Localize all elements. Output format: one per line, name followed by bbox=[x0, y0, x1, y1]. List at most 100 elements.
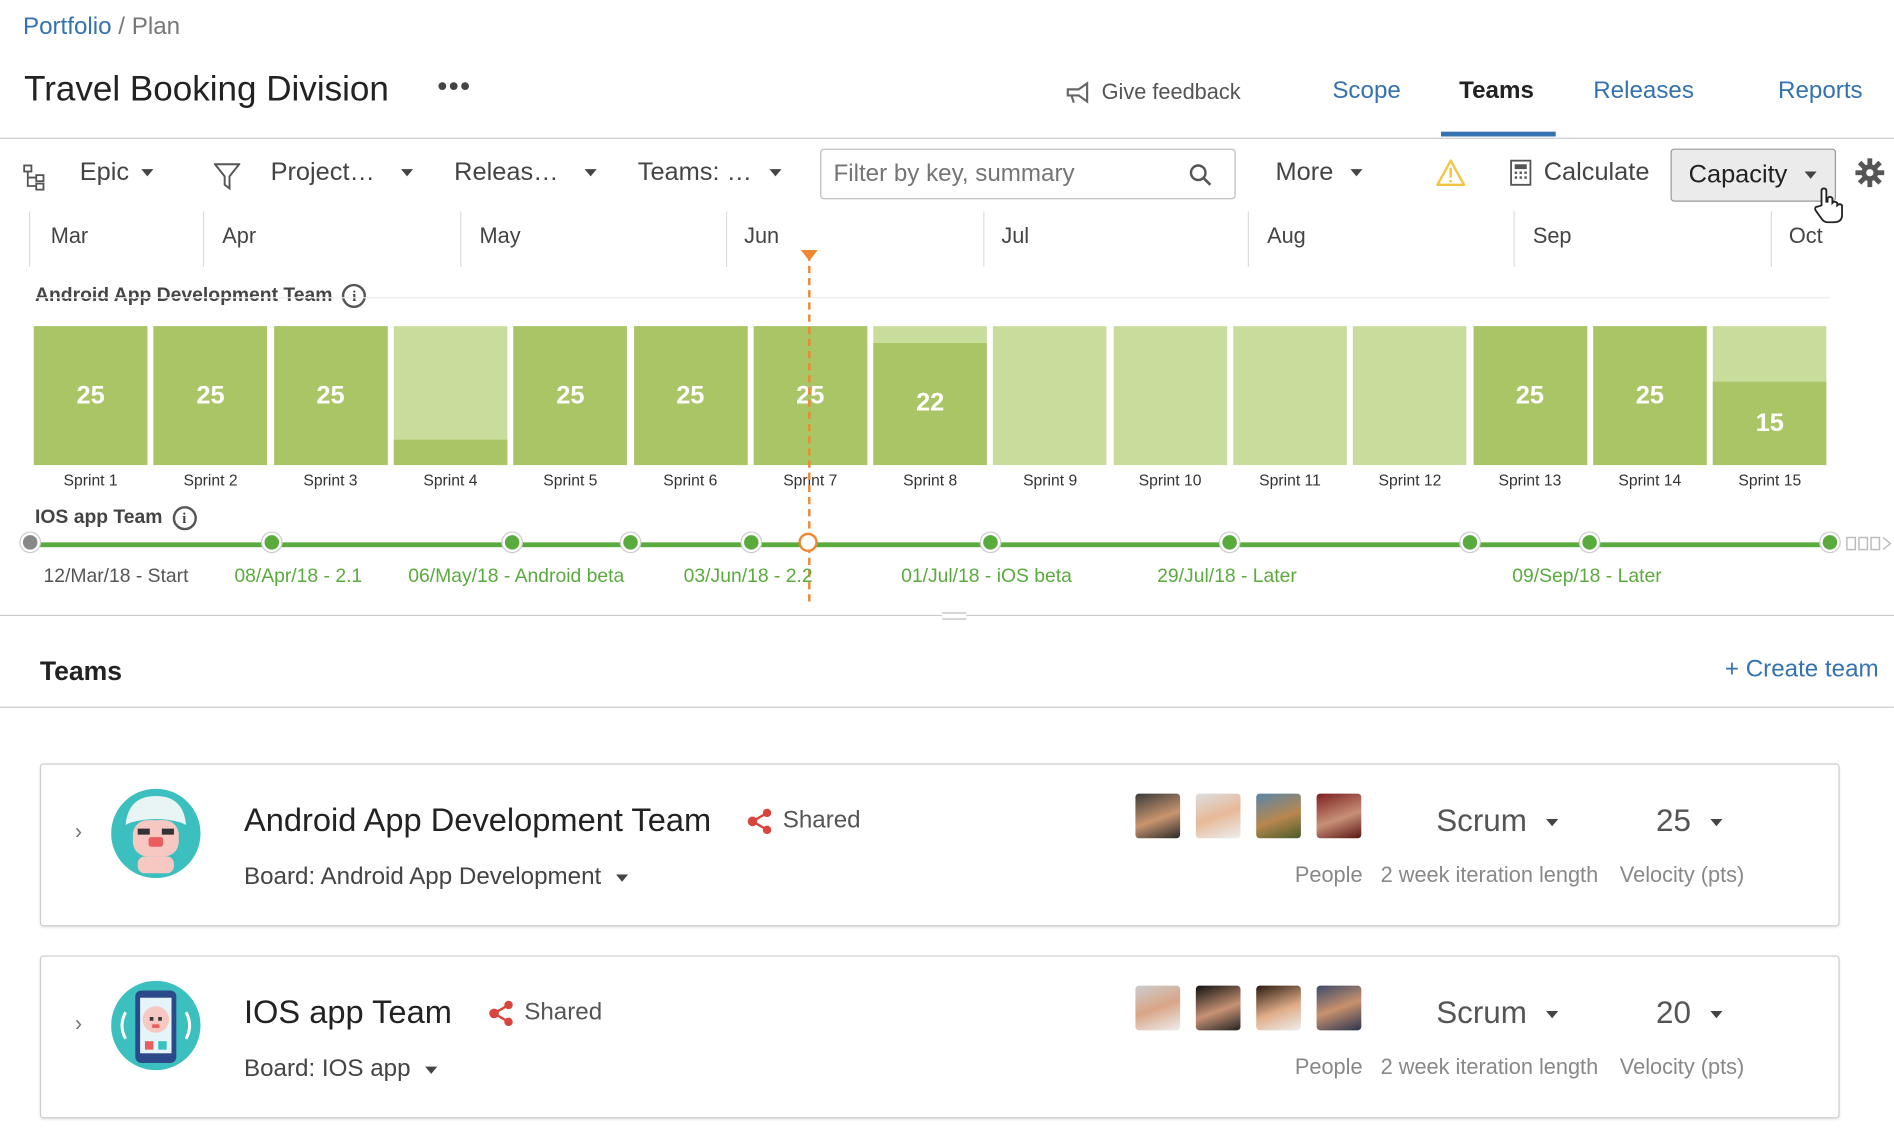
people-avatars[interactable] bbox=[1135, 793, 1362, 839]
teams-dropdown[interactable]: Teams: … bbox=[638, 158, 781, 187]
give-feedback-label: Give feedback bbox=[1101, 79, 1241, 104]
chevron-down-icon bbox=[1350, 169, 1363, 177]
tab-teams[interactable]: Teams bbox=[1459, 77, 1534, 104]
sprint-capacity-value: 15 bbox=[1755, 408, 1784, 437]
sprint-capacity-value: 22 bbox=[916, 389, 945, 418]
create-team-button[interactable]: + Create team bbox=[1724, 655, 1879, 683]
people-label: People bbox=[1294, 862, 1363, 887]
velocity-value: 25 bbox=[1656, 802, 1691, 839]
tab-reports[interactable]: Reports bbox=[1778, 77, 1863, 104]
avatar[interactable] bbox=[1256, 793, 1301, 839]
search-input[interactable] bbox=[831, 149, 1187, 199]
sprint-capacity-bar[interactable]: 15 bbox=[1713, 326, 1827, 466]
more-actions-button[interactable]: ••• bbox=[437, 70, 472, 103]
sprint-capacity-bar[interactable]: 25 bbox=[633, 326, 748, 466]
sprint-label: Sprint 9 bbox=[1023, 471, 1078, 490]
breadcrumb-portfolio-link[interactable]: Portfolio bbox=[22, 13, 112, 40]
more-label: More bbox=[1275, 158, 1334, 187]
release-marker[interactable] bbox=[620, 532, 641, 553]
give-feedback-button[interactable]: Give feedback bbox=[1065, 79, 1241, 105]
filter-icon bbox=[213, 163, 241, 191]
filter-search-box[interactable] bbox=[820, 148, 1236, 200]
release-label[interactable]: 09/Sep/18 - Later bbox=[1512, 566, 1662, 588]
sprint-capacity-bar[interactable] bbox=[1113, 326, 1227, 466]
gear-icon[interactable] bbox=[1855, 158, 1885, 188]
avatar[interactable] bbox=[1316, 793, 1362, 839]
release-label[interactable]: 01/Jul/18 - iOS beta bbox=[901, 566, 1072, 588]
chevron-right-icon[interactable]: › bbox=[74, 818, 83, 844]
epic-dropdown[interactable]: Epic bbox=[80, 158, 154, 187]
team-name[interactable]: Android App Development Team bbox=[243, 802, 712, 839]
release-marker[interactable] bbox=[741, 532, 761, 553]
sprint-capacity-bar[interactable] bbox=[1233, 326, 1347, 466]
project-dropdown[interactable]: Project… bbox=[271, 158, 414, 187]
sprint-capacity-bar[interactable]: 25 bbox=[1593, 326, 1707, 466]
release-dropdown[interactable]: Releas… bbox=[454, 158, 598, 187]
release-marker[interactable] bbox=[1219, 532, 1240, 553]
info-icon[interactable]: i bbox=[342, 283, 367, 309]
release-marker[interactable] bbox=[1579, 532, 1600, 553]
release-marker[interactable] bbox=[502, 532, 522, 553]
board-dropdown[interactable]: Board: IOS app bbox=[243, 1055, 438, 1084]
release-label[interactable]: 12/Mar/18 - Start bbox=[43, 566, 189, 588]
people-avatars[interactable] bbox=[1135, 985, 1362, 1031]
method-dropdown[interactable]: Scrum bbox=[1436, 994, 1559, 1031]
sprint-label: Sprint 3 bbox=[303, 471, 358, 490]
sprint-label: Sprint 13 bbox=[1498, 471, 1562, 490]
warning-icon[interactable] bbox=[1435, 158, 1466, 187]
method-dropdown[interactable]: Scrum bbox=[1436, 802, 1559, 839]
capacity-button[interactable]: Capacity bbox=[1670, 148, 1837, 202]
sprint-capacity-bar[interactable] bbox=[393, 326, 508, 466]
sprint-label: Sprint 14 bbox=[1618, 471, 1682, 490]
release-marker[interactable] bbox=[20, 532, 40, 553]
sprint-capacity-bar[interactable]: 25 bbox=[33, 326, 148, 466]
teams-filter-label: Teams: … bbox=[637, 158, 752, 187]
avatar[interactable] bbox=[1195, 793, 1241, 839]
android-team-label: Android App Development Team bbox=[35, 285, 333, 306]
iteration-length-label: 2 week iteration length bbox=[1380, 862, 1599, 887]
calculate-button[interactable]: Calculate bbox=[1510, 158, 1650, 187]
sprint-capacity-value: 25 bbox=[556, 381, 585, 409]
sprint-capacity-bar[interactable]: 25 bbox=[153, 326, 268, 466]
avatar[interactable] bbox=[1135, 793, 1181, 839]
hierarchy-icon[interactable] bbox=[23, 164, 47, 191]
timeline-scroll-arrow-icon[interactable] bbox=[1846, 535, 1894, 552]
release-marker[interactable] bbox=[262, 532, 282, 553]
release-marker[interactable] bbox=[980, 532, 1001, 553]
more-dropdown[interactable]: More bbox=[1276, 158, 1363, 187]
method-label: Scrum bbox=[1436, 994, 1527, 1031]
sprint-capacity-bar[interactable]: 25 bbox=[1473, 326, 1587, 466]
sprint-capacity-bar[interactable]: 22 bbox=[873, 326, 987, 466]
sprint-capacity-bar[interactable]: 25 bbox=[273, 326, 388, 466]
tab-scope[interactable]: Scope bbox=[1332, 77, 1401, 104]
sprint-capacity-bar[interactable] bbox=[993, 326, 1107, 466]
velocity-dropdown[interactable]: 20 bbox=[1656, 994, 1723, 1031]
month-label: Sep bbox=[1532, 223, 1572, 248]
avatar[interactable] bbox=[1195, 985, 1241, 1031]
avatar[interactable] bbox=[1316, 985, 1362, 1031]
megaphone-icon bbox=[1066, 80, 1089, 103]
release-label[interactable]: 29/Jul/18 - Later bbox=[1157, 566, 1297, 588]
velocity-dropdown[interactable]: 25 bbox=[1656, 802, 1723, 839]
avatar[interactable] bbox=[1256, 985, 1301, 1031]
team-name[interactable]: IOS app Team bbox=[243, 994, 452, 1031]
avatar[interactable] bbox=[1135, 985, 1181, 1031]
page-title: Travel Booking Division bbox=[24, 70, 389, 109]
release-marker[interactable] bbox=[1460, 532, 1480, 553]
calculate-label: Calculate bbox=[1543, 158, 1650, 187]
chevron-down-icon bbox=[615, 874, 628, 882]
tab-releases[interactable]: Releases bbox=[1593, 77, 1694, 104]
release-label[interactable]: 03/Jun/18 - 2.2 bbox=[683, 566, 813, 588]
sprint-capacity-bar[interactable] bbox=[1353, 326, 1467, 466]
release-label[interactable]: 06/May/18 - Android beta bbox=[408, 566, 625, 588]
resize-handle[interactable] bbox=[942, 612, 967, 620]
board-label: Board: IOS app bbox=[243, 1055, 411, 1083]
sprint-capacity-bar[interactable]: 25 bbox=[513, 326, 628, 466]
chevron-right-icon[interactable]: › bbox=[74, 1011, 83, 1036]
board-dropdown[interactable]: Board: Android App Development bbox=[244, 864, 628, 892]
release-marker[interactable] bbox=[1820, 532, 1840, 553]
sprint-label: Sprint 10 bbox=[1138, 471, 1202, 490]
search-icon[interactable] bbox=[1189, 163, 1213, 187]
info-icon[interactable]: i bbox=[172, 506, 197, 531]
release-label[interactable]: 08/Apr/18 - 2.1 bbox=[234, 566, 363, 588]
